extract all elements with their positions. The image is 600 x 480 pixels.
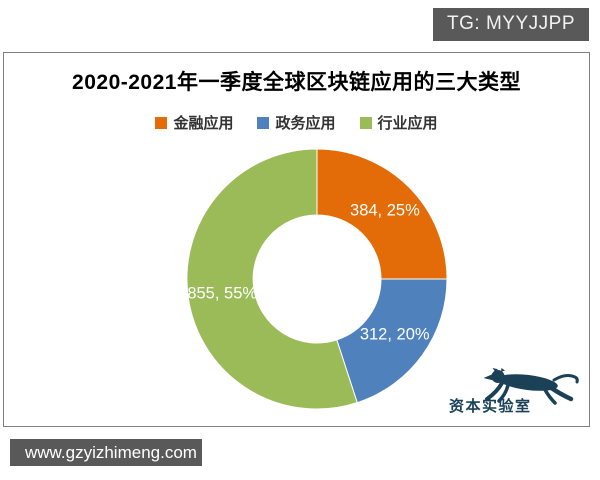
chart-title: 2020-2021年一季度全球区块链应用的三大类型 bbox=[72, 71, 521, 94]
tg-badge: TG: MYYJJPP bbox=[433, 8, 589, 41]
legend-swatch-government bbox=[257, 116, 270, 129]
legend-item-financial: 金融应用 bbox=[155, 112, 233, 133]
slice-label-financial: 384, 25% bbox=[350, 201, 420, 220]
watermark-url: www.gzyizhimeng.com bbox=[10, 439, 202, 466]
chart-legend: 金融应用 政务应用 行业应用 bbox=[4, 112, 589, 133]
brand-logo: 资本实验室 bbox=[441, 367, 583, 417]
leaping-leopard-icon bbox=[483, 368, 579, 405]
legend-label-financial: 金融应用 bbox=[173, 115, 234, 132]
legend-item-industry: 行业应用 bbox=[359, 112, 438, 133]
brand-logo-text: 资本实验室 bbox=[449, 398, 532, 415]
legend-label-government: 政务应用 bbox=[275, 115, 336, 132]
slice-label-government: 312, 20% bbox=[359, 325, 430, 344]
legend-swatch-financial bbox=[155, 116, 168, 129]
slice-label-industry: 855, 55% bbox=[187, 284, 258, 303]
chart-frame: 2020-2021年一季度全球区块链应用的三大类型 金融应用 政务应用 行业应用… bbox=[3, 52, 590, 427]
legend-item-government: 政务应用 bbox=[257, 112, 336, 133]
legend-label-industry: 行业应用 bbox=[377, 115, 438, 132]
legend-swatch-industry bbox=[359, 116, 372, 129]
